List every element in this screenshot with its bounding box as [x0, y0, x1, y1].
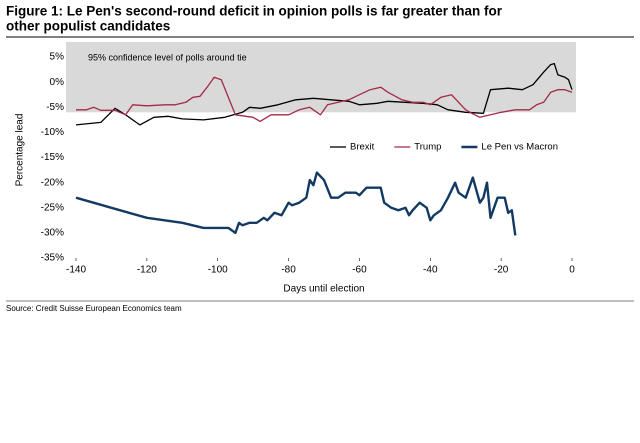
y-tick-label: -25% — [41, 202, 64, 213]
y-tick-label: -15% — [41, 152, 64, 163]
legend-label: Brexit — [350, 142, 375, 153]
y-tick-label: -10% — [41, 127, 64, 138]
series-line — [76, 76, 573, 123]
x-tick-label: -100 — [208, 265, 228, 276]
x-axis-label: Days until election — [283, 284, 364, 295]
x-tick-label: -60 — [352, 265, 367, 276]
legend-label: Trump — [414, 142, 441, 153]
x-tick-label: 0 — [569, 265, 575, 276]
y-tick-label: -35% — [41, 253, 64, 264]
x-tick-label: -80 — [281, 265, 296, 276]
y-tick-label: -5% — [46, 102, 64, 113]
x-tick-label: -140 — [66, 265, 86, 276]
band-label: 95% confidence level of polls around tie — [88, 52, 247, 62]
chart-title-line: Figure 1: Le Pen's second-round deficit … — [6, 4, 503, 19]
y-tick-label: 0% — [50, 77, 65, 88]
y-tick-label: 5% — [50, 52, 65, 63]
y-tick-label: -20% — [41, 177, 64, 188]
x-tick-label: -120 — [137, 265, 157, 276]
y-tick-label: -30% — [41, 228, 64, 239]
y-axis-label: Percentage lead — [15, 114, 26, 187]
chart-title-line: other populist candidates — [6, 19, 170, 34]
x-tick-label: -20 — [494, 265, 509, 276]
confidence-band — [66, 42, 576, 113]
series-line — [75, 62, 573, 126]
x-tick-label: -40 — [423, 265, 438, 276]
source: Source: Credit Suisse European Economics… — [6, 304, 182, 313]
series-line — [75, 171, 517, 236]
legend-label: Le Pen vs Macron — [481, 142, 558, 153]
